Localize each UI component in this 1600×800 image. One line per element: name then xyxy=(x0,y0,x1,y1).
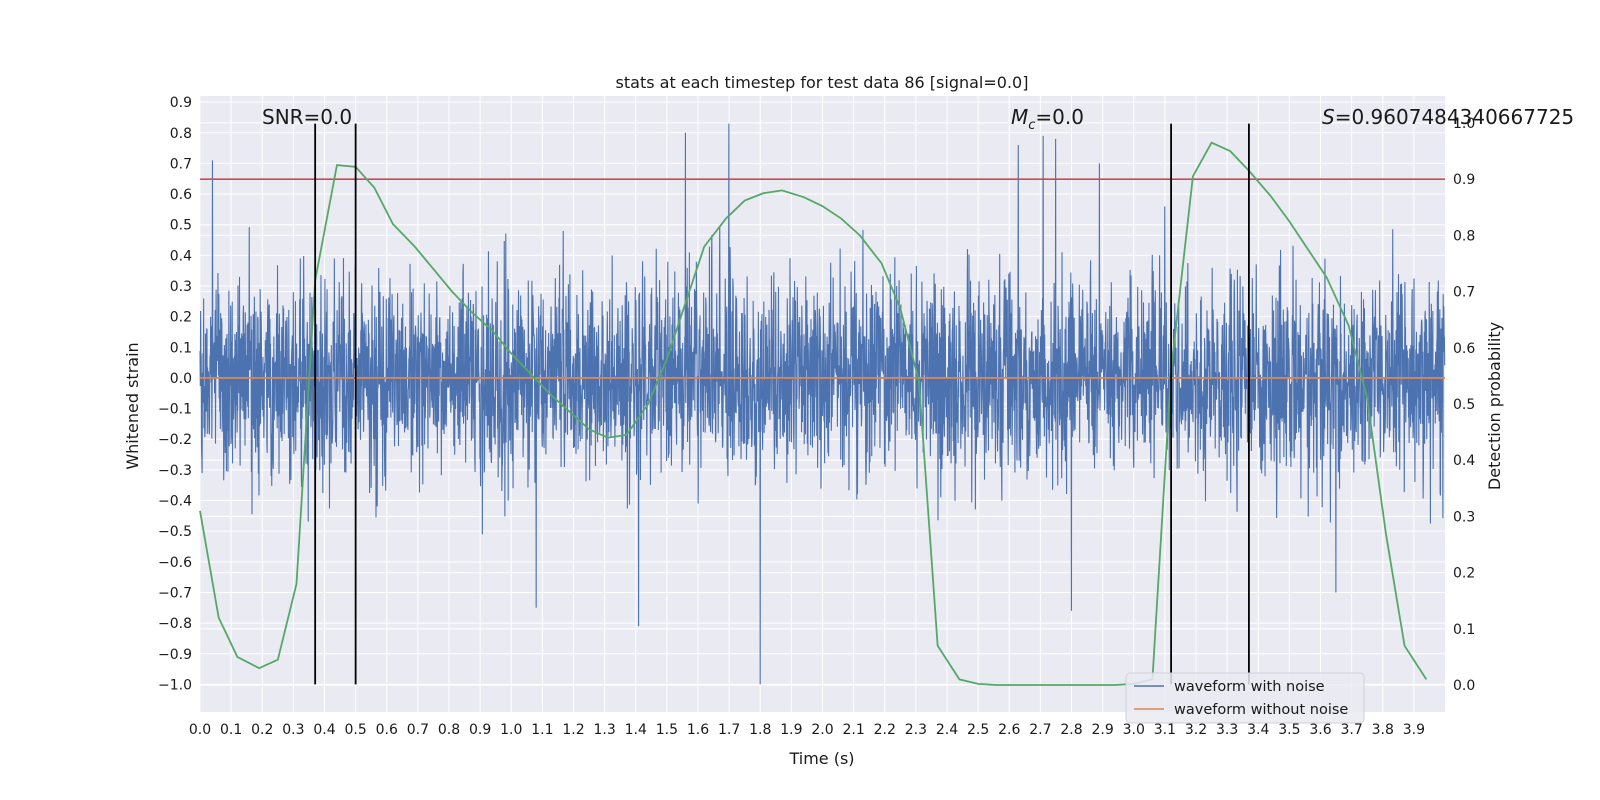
score-value: =0.9607484340667725 xyxy=(1335,105,1574,129)
x-tick-label: 3.9 xyxy=(1403,722,1425,738)
x-tick-label: 1.6 xyxy=(687,722,709,738)
x-tick-label: 1.1 xyxy=(531,722,553,738)
chirp-mass-annotation: Mc=0.0 xyxy=(1011,105,1084,133)
legend-entry-clean: waveform without noise xyxy=(1174,702,1348,718)
y-tick-label: −0.6 xyxy=(158,555,192,571)
y2-tick-label: 0.0 xyxy=(1453,678,1475,694)
y-tick-label: 0.2 xyxy=(170,310,192,326)
x-tick-label: 1.9 xyxy=(780,722,802,738)
y-tick-label: 0.0 xyxy=(170,371,192,387)
y2-tick-label: 1.0 xyxy=(1453,116,1475,132)
legend-entry-noise: waveform with noise xyxy=(1174,679,1325,695)
y2-tick-label: 0.5 xyxy=(1453,397,1475,413)
x-tick-label: 0.7 xyxy=(407,722,429,738)
x-tick-label: 2.6 xyxy=(998,722,1020,738)
x-tick-label: 2.9 xyxy=(1091,722,1113,738)
detection-probability-line xyxy=(199,141,1428,686)
legend-box xyxy=(1125,672,1365,724)
x-tick-label: 1.7 xyxy=(718,722,740,738)
x-tick-label: 0.1 xyxy=(220,722,242,738)
x-tick-label: 3.4 xyxy=(1247,722,1269,738)
x-tick-label: 3.5 xyxy=(1278,722,1300,738)
y-tick-label: −0.5 xyxy=(158,524,192,540)
x-tick-label: 0.3 xyxy=(282,722,304,738)
x-tick-label: 0.4 xyxy=(313,722,335,738)
y-tick-label: −0.2 xyxy=(158,432,192,448)
mc-symbol: M xyxy=(1011,105,1028,129)
x-tick-label: 3.6 xyxy=(1309,722,1331,738)
x-axis-label: Time (s) xyxy=(788,749,854,768)
mc-value: =0.0 xyxy=(1035,105,1084,129)
x-tick-label: 3.3 xyxy=(1216,722,1238,738)
y-tick-label: 0.6 xyxy=(170,187,192,203)
y2-tick-label: 0.3 xyxy=(1453,509,1475,525)
y-tick-label: 0.5 xyxy=(170,218,192,234)
y2-tick-label: 0.4 xyxy=(1453,453,1475,469)
y2-tick-label: 0.7 xyxy=(1453,285,1475,301)
x-tick-label: 2.2 xyxy=(874,722,896,738)
score-annotation: S=0.9607484340667725 xyxy=(1322,105,1574,129)
y-tick-labels: 0.9 0.8 0.7 0.6 0.5 0.4 0.3 0.2 0.1 0.0 −0.1 −0.2 −0… xyxy=(158,95,192,693)
legend: waveform with noise waveform without noi… xyxy=(1125,672,1365,724)
x-tick-label: 3.0 xyxy=(1123,722,1145,738)
y2-tick-label: 0.2 xyxy=(1453,566,1475,582)
x-tick-label: 2.1 xyxy=(842,722,864,738)
y-tick-label: 0.3 xyxy=(170,279,192,295)
x-tick-label: 1.8 xyxy=(749,722,771,738)
x-tick-label: 2.7 xyxy=(1029,722,1051,738)
y2-tick-label: 0.6 xyxy=(1453,341,1475,357)
x-tick-label: 2.5 xyxy=(967,722,989,738)
y2-axis-label: Detection probability xyxy=(1485,322,1504,490)
y-tick-label: −0.9 xyxy=(158,647,192,663)
x-tick-label: 0.0 xyxy=(189,722,211,738)
x-tick-label: 1.0 xyxy=(500,722,522,738)
x-tick-labels: 0.0 0.1 0.2 0.3 0.4 0.5 0.6 0.7 0.8 0.9 1.0 1.1 1.2 1… xyxy=(189,722,1425,738)
score-symbol: S xyxy=(1322,105,1335,129)
x-tick-label: 3.7 xyxy=(1340,722,1362,738)
y-tick-label: −0.8 xyxy=(158,616,192,632)
x-tick-label: 0.9 xyxy=(469,722,491,738)
noise-waveform-series xyxy=(199,123,1446,685)
chart-title: stats at each timestep for test data 86 … xyxy=(616,73,1029,92)
x-tick-label: 0.2 xyxy=(251,722,273,738)
y-tick-label: 0.4 xyxy=(170,248,192,264)
x-tick-label: 1.3 xyxy=(593,722,615,738)
overlay-series xyxy=(199,123,1445,686)
snr-annotation: SNR=0.0 xyxy=(262,105,352,129)
noise-waveform-line xyxy=(199,123,1446,685)
y-tick-label: −0.7 xyxy=(158,585,192,601)
x-tick-label: 2.0 xyxy=(811,722,833,738)
x-tick-label: 2.8 xyxy=(1060,722,1082,738)
y2-tick-labels: 1.0 0.9 0.8 0.7 0.6 0.5 0.4 0.3 0.2 0.1 0.0 xyxy=(1453,116,1475,694)
x-tick-label: 0.8 xyxy=(438,722,460,738)
mc-subscript: c xyxy=(1028,118,1035,133)
y-tick-label: −1.0 xyxy=(158,677,192,693)
y-tick-label: 0.1 xyxy=(170,340,192,356)
y-axis-label: Whitened strain xyxy=(123,342,142,469)
x-tick-label: 3.1 xyxy=(1154,722,1176,738)
y-tick-label: 0.8 xyxy=(170,126,192,142)
x-tick-label: 1.2 xyxy=(562,722,584,738)
x-tick-label: 1.5 xyxy=(656,722,678,738)
x-tick-label: 2.3 xyxy=(905,722,927,738)
y-tick-label: 0.7 xyxy=(170,156,192,172)
y2-tick-label: 0.9 xyxy=(1453,172,1475,188)
y-tick-label: −0.1 xyxy=(158,402,192,418)
y2-tick-label: 0.8 xyxy=(1453,228,1475,244)
x-tick-label: 2.4 xyxy=(936,722,958,738)
y-tick-label: −0.4 xyxy=(158,494,192,510)
x-tick-label: 0.6 xyxy=(376,722,398,738)
y2-tick-label: 0.1 xyxy=(1453,622,1475,638)
x-tick-label: 0.5 xyxy=(344,722,366,738)
x-tick-label: 3.8 xyxy=(1372,722,1394,738)
y-tick-label: −0.3 xyxy=(158,463,192,479)
y-tick-label: 0.9 xyxy=(170,95,192,111)
x-tick-label: 1.4 xyxy=(625,722,647,738)
x-tick-label: 3.2 xyxy=(1185,722,1207,738)
